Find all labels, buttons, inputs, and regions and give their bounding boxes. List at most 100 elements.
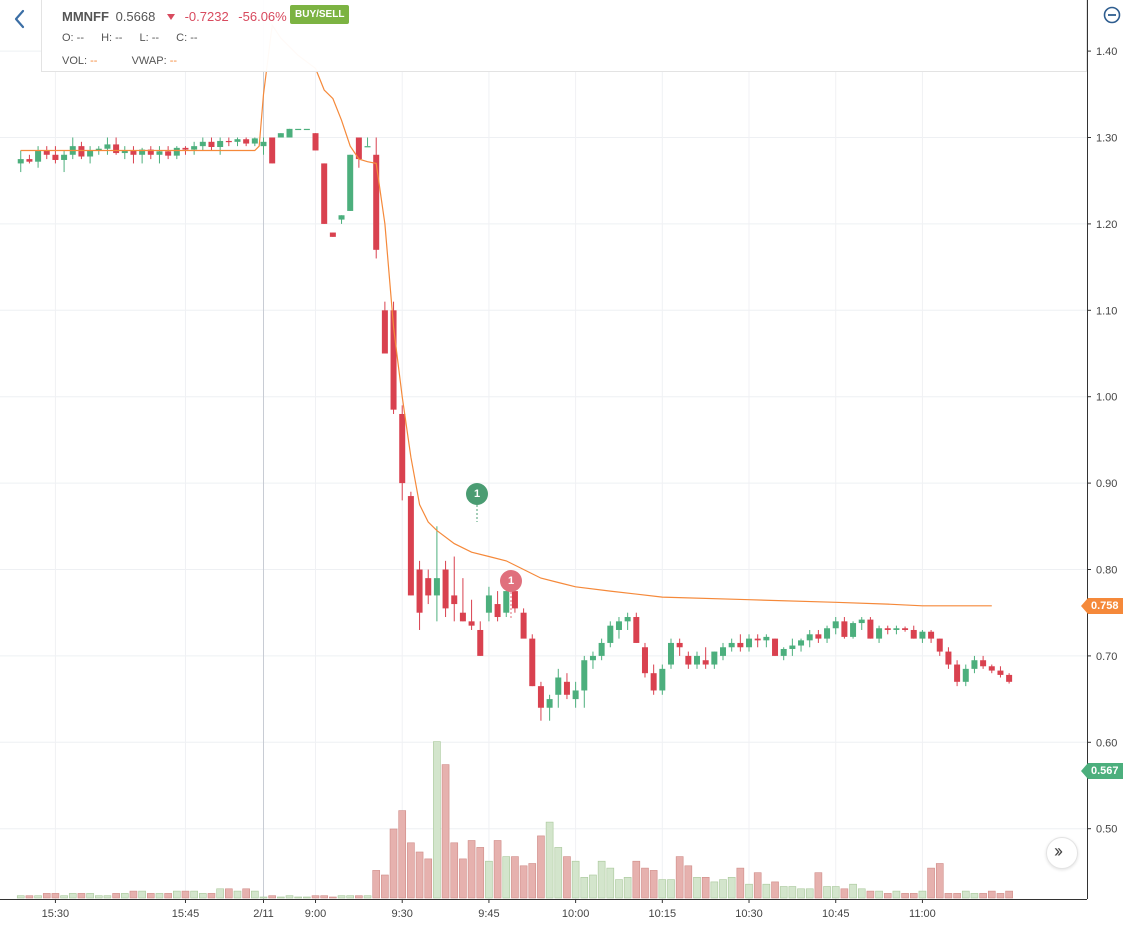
sell-marker[interactable]: 1	[500, 570, 522, 592]
candle-body	[936, 638, 943, 652]
candle-body	[988, 666, 995, 671]
candle-body	[581, 660, 588, 691]
y-tick-label: 0.60	[1096, 737, 1117, 749]
candle-body	[789, 645, 796, 649]
candle-body	[347, 154, 354, 211]
price-change-pct: -56.06%	[238, 9, 287, 24]
volume-bar	[294, 896, 302, 899]
candle-body	[641, 647, 648, 674]
candle-body	[997, 670, 1004, 675]
volume-bar	[710, 881, 719, 899]
candle-body	[754, 638, 761, 641]
buy-marker[interactable]: 1	[466, 483, 488, 505]
volume-bar	[86, 893, 94, 899]
volume-bar	[892, 890, 901, 899]
candle-body	[234, 139, 241, 142]
volume-bar	[251, 890, 259, 899]
volume-bar	[372, 870, 381, 899]
grid-lines	[0, 0, 1087, 899]
candle-body	[182, 147, 189, 150]
y-tick-label: 0.90	[1096, 478, 1117, 490]
volume-bar	[493, 840, 502, 899]
candle-body	[667, 642, 674, 665]
volume-bar	[225, 888, 233, 899]
candle-body	[850, 623, 857, 637]
vol-value: --	[90, 55, 98, 67]
candle-body	[442, 569, 449, 609]
volume-bar	[68, 893, 77, 899]
candle-body	[772, 638, 779, 656]
open-value: O: --	[62, 32, 84, 44]
candle-body	[919, 631, 926, 639]
symbol-name[interactable]: MMNFF	[62, 9, 109, 24]
close-value: C: --	[176, 32, 198, 44]
volume-bar	[719, 879, 727, 899]
volume-bar	[537, 835, 545, 899]
volume-bar	[563, 856, 571, 899]
volume-bar	[433, 741, 441, 899]
candle-body	[694, 655, 700, 665]
volume-bar	[129, 890, 138, 899]
candle-body	[243, 139, 250, 144]
candle-body	[720, 647, 727, 656]
volume-bar	[866, 890, 875, 899]
volume-bar	[658, 879, 667, 899]
volume-bar	[701, 876, 710, 899]
candle-body	[251, 138, 258, 144]
candle-body	[87, 150, 94, 157]
candle-body	[26, 159, 33, 162]
volume-bar	[935, 863, 944, 899]
volume-bar	[51, 893, 60, 899]
volume-bar	[684, 865, 693, 899]
volume-bar	[762, 883, 771, 899]
chevron-left-icon[interactable]	[8, 6, 32, 32]
volume-bar	[199, 893, 207, 899]
volume-bar	[459, 858, 467, 899]
volume-bar	[120, 893, 129, 899]
volume-bar	[814, 872, 823, 899]
volume-bar	[823, 886, 831, 899]
candle-body	[676, 642, 683, 648]
volume-bar	[259, 896, 268, 899]
candle-body	[858, 619, 865, 624]
volume-bar	[606, 867, 615, 899]
candle-body	[824, 628, 831, 639]
candle-body	[451, 595, 458, 605]
volume-bar	[753, 872, 762, 899]
candle-body	[338, 215, 345, 220]
candle-body	[199, 141, 206, 147]
volume-bar	[831, 886, 840, 899]
volume-bar	[398, 810, 407, 899]
volume-bar	[909, 893, 918, 899]
candle-body	[381, 310, 388, 354]
candle-body	[780, 648, 787, 656]
candle-body	[1006, 674, 1013, 682]
volume-bar	[311, 895, 320, 899]
candle-body	[364, 146, 371, 148]
volume-bar	[424, 858, 433, 899]
candle-body	[355, 137, 362, 160]
volume-bar	[615, 879, 623, 899]
high-value: H: --	[101, 32, 123, 44]
candle-body	[407, 496, 414, 596]
candle-body	[971, 660, 978, 669]
volume-bar	[415, 851, 424, 899]
volume-bar	[34, 895, 42, 899]
candle-body	[130, 150, 137, 155]
candle-body	[884, 628, 891, 630]
y-tick-label: 1.30	[1096, 133, 1117, 145]
candle-body	[433, 578, 440, 596]
volume-bar	[77, 893, 86, 899]
volume-bar	[389, 828, 398, 899]
volume-bar	[25, 895, 34, 899]
vwap-label: VWAP:	[131, 55, 167, 67]
double-chevron-right-icon[interactable]: ››	[1046, 837, 1078, 869]
volume-bar	[875, 890, 883, 899]
low-value: L: --	[139, 32, 160, 44]
minus-circle-icon[interactable]	[1103, 6, 1121, 24]
candle-body	[728, 642, 735, 648]
volume-bar	[407, 842, 415, 899]
candle-body	[139, 149, 146, 155]
buy-sell-button[interactable]: BUY/SELL	[290, 5, 350, 24]
